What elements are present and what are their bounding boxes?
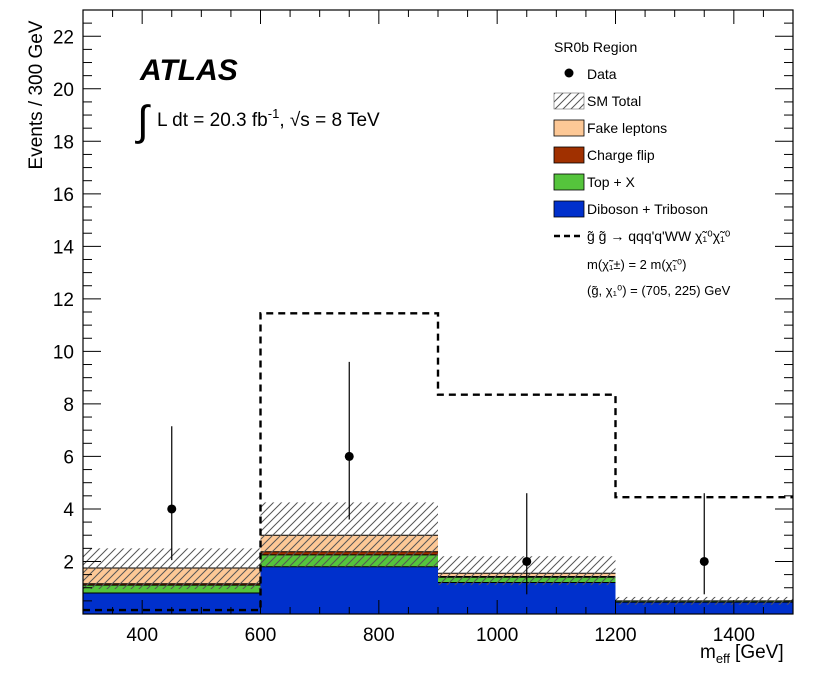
legend-note-mass-point: (g̃, χ₁⁰) = (705, 225) GeV: [587, 283, 731, 298]
legend-sm-total-swatch: [553, 92, 585, 110]
x-tick-label-1400: 1400: [713, 625, 755, 646]
y-tick-label-6: 6: [63, 447, 74, 468]
legend-diboson-swatch: [553, 200, 585, 218]
y-axis-label: Events / 300 GeV: [26, 20, 47, 169]
lumi-text: L dt = 20.3 fb: [157, 110, 268, 131]
atlas-label: ATLAS: [139, 54, 238, 87]
signal-line: [83, 312, 793, 612]
data-point-3: [699, 556, 709, 566]
legend-note-mass-relation: m(χ̃₁±) = 2 m(χ̃₁⁰): [587, 257, 686, 272]
x-tick-label-600: 600: [245, 625, 277, 646]
x-axis-label-unit: [GeV]: [735, 642, 784, 663]
y-tick-label-12: 12: [53, 290, 74, 311]
legend-fake-swatch: [553, 119, 585, 137]
legend-chargeflip-label: Charge flip: [587, 147, 655, 163]
stack-bar-0-bin-0: [83, 592, 261, 614]
x-tick-label-400: 400: [126, 625, 158, 646]
y-tick-label-18: 18: [53, 132, 74, 153]
legend-chargeflip-swatch: [553, 146, 585, 164]
y-tick-label-20: 20: [53, 80, 74, 101]
legend-signal-label: g̃ g̃ → qqq'q'WW χ̃₁⁰χ̃₁⁰: [587, 228, 731, 244]
y-tick-label-16: 16: [53, 185, 74, 206]
sm-total-uncertainty-bin-3: [615, 596, 793, 605]
y-tick-label-2: 2: [63, 552, 74, 573]
y-tick-label-10: 10: [53, 342, 74, 363]
y-tick-label-22: 22: [53, 27, 74, 48]
lumi-label: L dt = 20.3 fb-1, √s = 8 TeV: [157, 106, 380, 131]
x-tick-label-1200: 1200: [594, 625, 636, 646]
data-point-1: [344, 451, 354, 461]
legend-diboson-label: Diboson + Triboson: [587, 201, 708, 217]
integral-symbol: ∫: [135, 97, 151, 144]
legend-data-marker: [564, 68, 574, 78]
legend-data-label: Data: [587, 66, 617, 82]
legend-fake-label: Fake leptons: [587, 120, 667, 136]
stack-bar-0-bin-1: [260, 566, 438, 614]
y-tick-label-4: 4: [63, 500, 74, 521]
data-point-0: [167, 504, 177, 514]
x-tick-label-800: 800: [363, 625, 395, 646]
legend-sm-total-label: SM Total: [587, 93, 641, 109]
legend-topx-label: Top + X: [587, 174, 636, 190]
x-axis-label-sub: eff: [716, 651, 731, 666]
x-axis-label-main: m: [700, 642, 716, 663]
data-point-2: [522, 556, 532, 566]
energy-text: , √s = 8 TeV: [279, 110, 380, 131]
lumi-exponent: -1: [268, 106, 280, 121]
axes: 400 600 800 1000 1200 1400 2 4 6 8 10 12 14 16 18 20 22: [53, 9, 794, 646]
legend-topx-swatch: [553, 173, 585, 191]
y-tick-label-14: 14: [53, 237, 75, 258]
legend: SR0b Region Data SM Total Fake leptons C…: [553, 39, 731, 298]
x-tick-label-1000: 1000: [476, 625, 518, 646]
plot-area: [83, 312, 793, 614]
x-axis-label: meff [GeV]: [700, 642, 784, 666]
legend-title: SR0b Region: [554, 39, 637, 55]
y-tick-label-8: 8: [63, 395, 74, 416]
